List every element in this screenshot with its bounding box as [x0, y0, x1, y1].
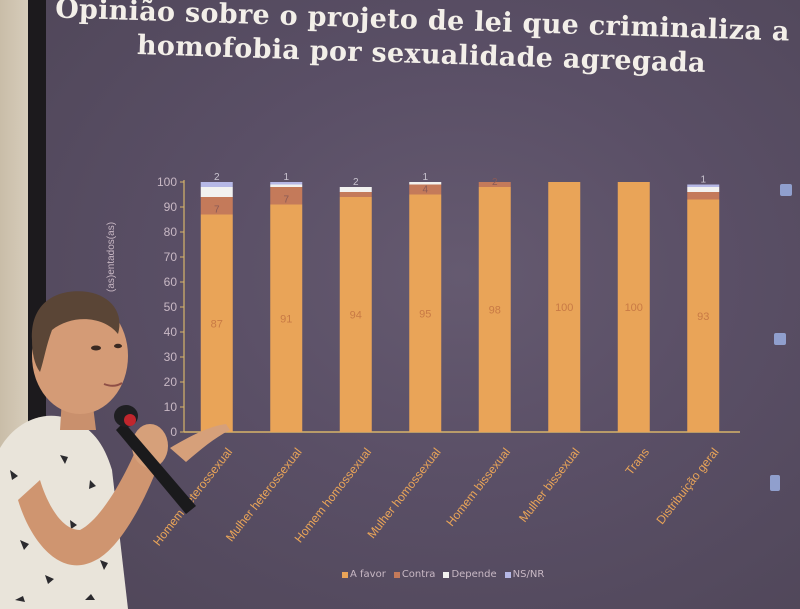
legend-item: NS/NR: [504, 569, 545, 580]
legend-item: Depende: [443, 569, 497, 580]
bar-value-label: 2: [214, 172, 220, 183]
bar-segment-contra: [339, 192, 372, 197]
bar-value-label: 91: [280, 313, 292, 325]
legend-swatch: [393, 571, 400, 578]
bar-segment-afavor: [270, 204, 303, 432]
bar-segment-afavor: [617, 182, 650, 432]
bar-value-label: 1: [422, 172, 428, 183]
bar-segment-depende: [409, 182, 442, 185]
bar-value-label: 2: [353, 177, 359, 188]
light-reflection: [774, 333, 786, 345]
legend-item: A favor: [342, 569, 386, 580]
x-category-label: Mulher homossexual: [364, 445, 443, 541]
y-axis-label: (as)entados(as): [106, 222, 117, 292]
legend-label: A favor: [350, 569, 386, 580]
light-reflection: [770, 475, 780, 491]
y-tick-label: 80: [164, 225, 178, 239]
bar-segment-contra: [270, 187, 303, 205]
bar-segment-nsnr: [270, 182, 303, 185]
x-category-label: Homem bissexual: [443, 445, 513, 529]
bar-segment-depende: [270, 184, 303, 187]
y-tick-label: 0: [170, 425, 177, 439]
y-tick-label: 90: [164, 200, 178, 214]
bar-segment-contra: [478, 182, 511, 187]
legend-swatch: [443, 571, 450, 578]
bar-value-label: 94: [350, 310, 362, 322]
bar-value-label: 1: [283, 172, 289, 183]
legend-swatch: [342, 571, 348, 578]
bar-segment-contra: [200, 197, 233, 215]
bar-segment-nsnr: [200, 182, 233, 187]
bar-segment-depende: [687, 187, 720, 192]
y-tick-label: 100: [157, 175, 177, 189]
y-tick-label: 10: [164, 400, 178, 414]
x-category-label: Distribuição geral: [653, 445, 721, 527]
bar-segment-afavor: [200, 214, 233, 432]
bar-segment-afavor: [339, 197, 372, 432]
bar-segment-afavor: [687, 199, 720, 432]
bar-value-label: 100: [555, 302, 573, 314]
bar-segment-afavor: [548, 182, 581, 432]
bar-segment-contra: [409, 184, 442, 195]
bar-value-label: 100: [625, 302, 643, 314]
bar-segment-afavor: [478, 187, 511, 432]
legend-label: NS/NR: [512, 569, 545, 580]
bar-segment-contra: [687, 192, 720, 200]
stacked-bar-chart: 0 10 20 30 40 50 60 70 80 90 100 (as)entados(as) 87 7…: [106, 172, 740, 548]
y-tick-label: 70: [164, 250, 178, 264]
legend-label: Contra: [401, 569, 436, 580]
bar-value-label: 93: [697, 311, 709, 323]
y-tick-label: 30: [164, 350, 178, 364]
bar-value-label: 87: [211, 318, 223, 330]
x-category-label: Homem heterossexual: [150, 445, 235, 548]
legend-item: Contra: [393, 569, 436, 580]
light-reflection: [780, 184, 792, 196]
bar-segment-afavor: [409, 194, 442, 432]
x-category-label: Mulher heterossexual: [223, 445, 305, 544]
bar-value-label: 98: [489, 305, 501, 317]
y-tick-label: 20: [164, 375, 178, 389]
bar-segment-depende: [339, 187, 372, 192]
x-category-label: Mulher bissexual: [516, 445, 582, 525]
x-category-label: Trans: [622, 445, 652, 477]
bar-value-label: 4: [422, 185, 428, 196]
bar-value-label: 2: [492, 177, 498, 188]
y-tick-label: 50: [164, 300, 178, 314]
chart-legend: A favor Contra Depende NS/NR: [342, 569, 544, 580]
x-category-label: Homem homossexual: [292, 445, 374, 545]
y-tick-label: 40: [164, 325, 178, 339]
projection-screen: Opinião sobre o projeto de lei que crimi…: [46, 0, 800, 609]
y-tick-label: 60: [164, 275, 178, 289]
bar-segment-nsnr: [687, 184, 720, 187]
legend-label: Depende: [451, 569, 497, 580]
legend-swatch: [504, 571, 511, 578]
bar-value-label: 7: [283, 195, 289, 206]
bar-value-label: 1: [700, 175, 706, 186]
bar-segment-depende: [200, 187, 233, 197]
bar-value-label: 95: [419, 308, 431, 320]
bar-value-label: 7: [214, 205, 220, 216]
